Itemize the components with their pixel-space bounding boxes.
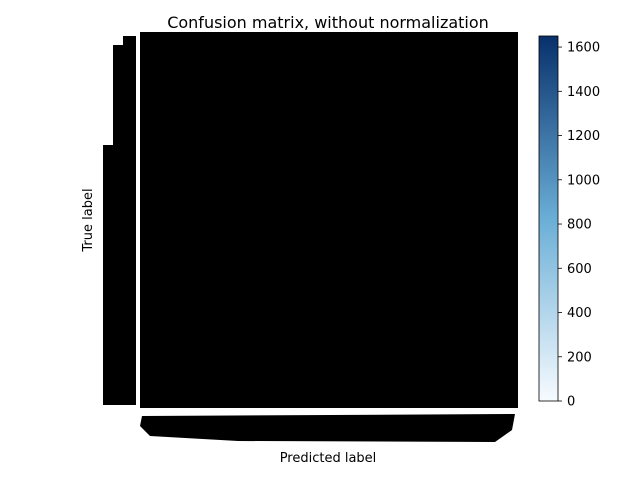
x-tick-labels-blob — [140, 414, 515, 442]
colorbar-tick-label: 400 — [567, 306, 592, 321]
x-axis-label: Predicted label — [280, 451, 377, 466]
heatmap-area — [103, 32, 518, 442]
y-tick-labels-blob — [103, 145, 113, 405]
colorbar-tick-label: 1400 — [567, 85, 600, 100]
colorbar-ticks: 0 200 400 600 800 1000 1200 1400 1600 — [558, 41, 600, 410]
colorbar-tick-label: 800 — [567, 218, 592, 233]
colorbar-tick-label: 200 — [567, 350, 592, 365]
colorbar-tick-label: 1600 — [567, 41, 600, 56]
colorbar-tick-label: 1000 — [567, 173, 600, 188]
y-tick-labels-blob — [123, 36, 136, 405]
y-tick-labels-blob — [113, 45, 123, 405]
y-axis-label: True label — [81, 188, 96, 252]
colorbar-gradient — [538, 35, 559, 402]
colorbar-tick-label: 600 — [567, 262, 592, 277]
colorbar-tick-label: 1200 — [567, 129, 600, 144]
chart-title: Confusion matrix, without normalization — [167, 13, 489, 32]
colorbar: 0 200 400 600 800 1000 1200 1400 1600 — [538, 35, 600, 410]
heatmap-cells-annotations — [140, 32, 518, 408]
colorbar-tick-label: 0 — [567, 395, 575, 410]
